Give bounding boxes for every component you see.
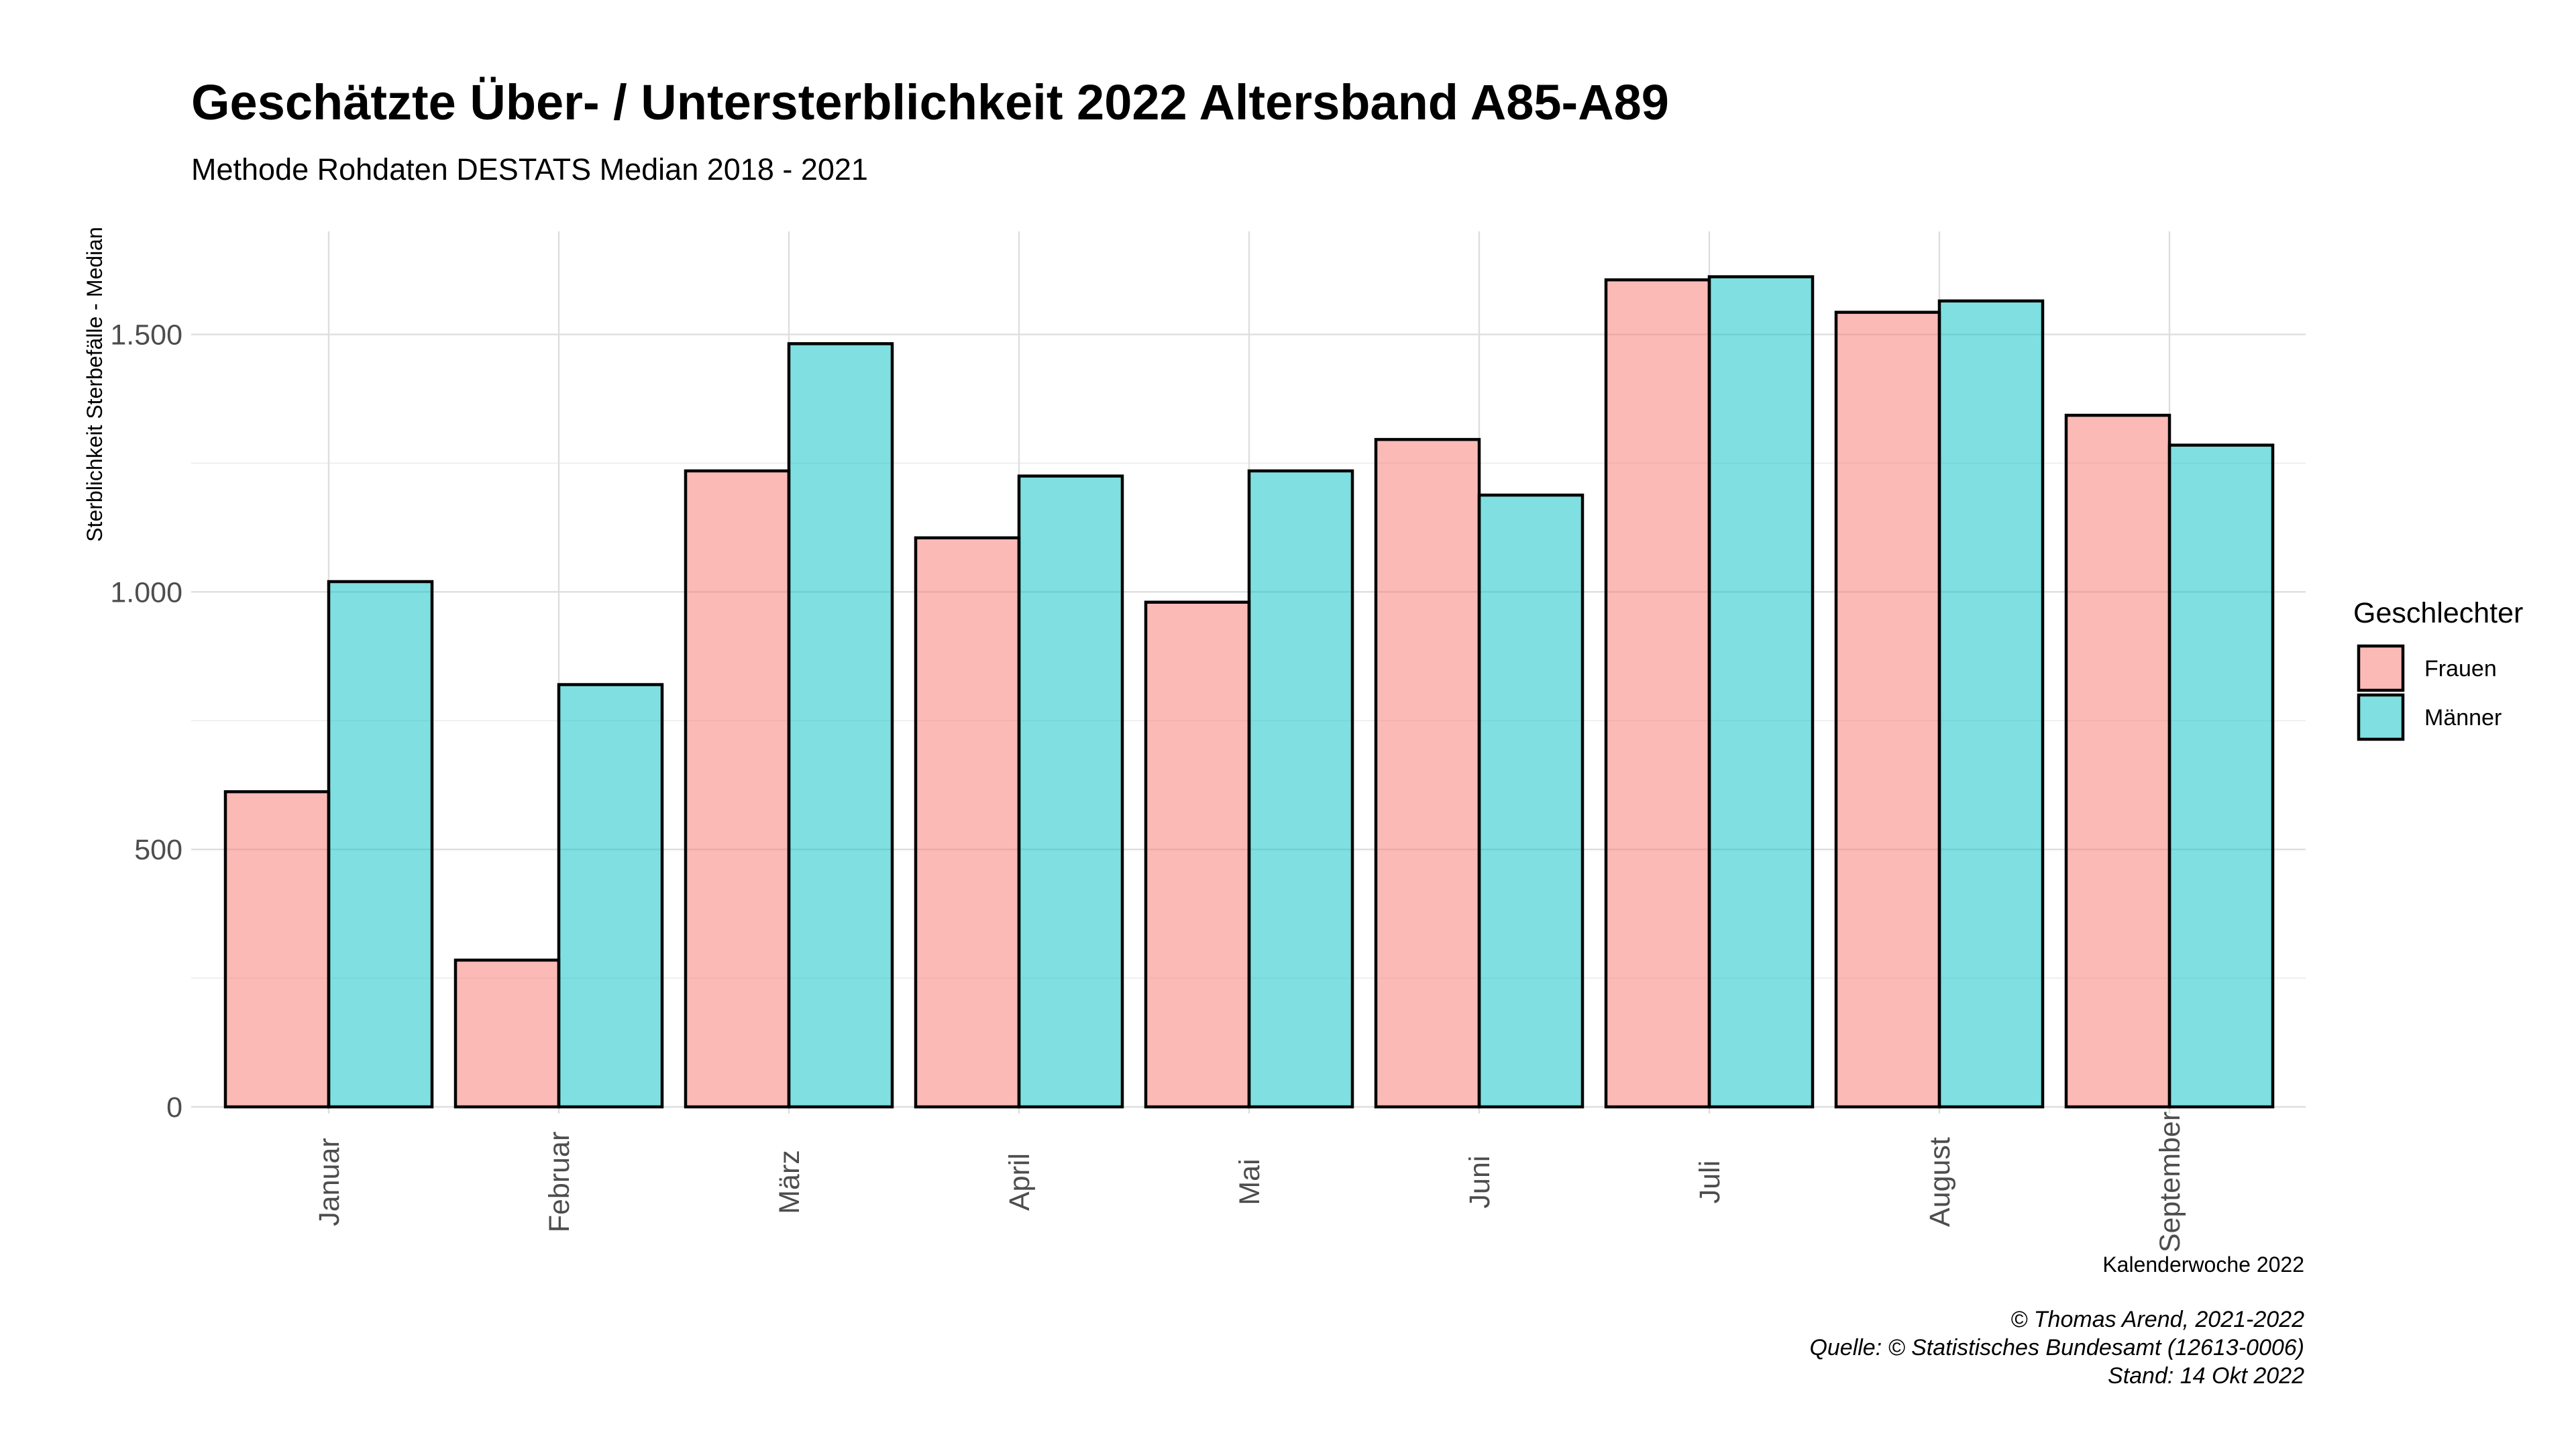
x-axis-title: Kalenderwoche 2022 — [2102, 1252, 2304, 1277]
x-tick-label: Juni — [1464, 1156, 1496, 1209]
bar-frauen-1 — [453, 958, 561, 1109]
bar-m-nner-5 — [1477, 493, 1585, 1109]
legend-label: Männer — [2424, 705, 2502, 731]
x-axis-ticks: Januar Februar März April Mai Juni Juli August S… — [313, 1112, 2186, 1252]
bar-m-nner-2 — [787, 342, 894, 1109]
legend-title: Geschlechter — [2353, 597, 2523, 629]
x-tick-label: August — [1924, 1137, 1956, 1227]
bar-m-nner-4 — [1247, 469, 1354, 1109]
legend-items: Frauen Männer — [2357, 644, 2502, 741]
x-tick-label: Juli — [1694, 1161, 1726, 1204]
caption: © Thomas Arend, 2021-2022 Quelle: © Stati… — [1809, 1307, 2304, 1389]
bars — [223, 275, 2275, 1109]
bar-frauen-0 — [223, 790, 331, 1109]
caption-line: Stand: 14 Okt 2022 — [2108, 1363, 2304, 1389]
y-tick-label: 1.000 — [110, 576, 182, 608]
y-tick-label: 0 — [166, 1091, 182, 1124]
bar-frauen-2 — [684, 469, 791, 1109]
caption-line: Quelle: © Statistisches Bundesamt (12613… — [1809, 1335, 2304, 1360]
bar-m-nner-3 — [1017, 474, 1124, 1109]
legend-label: Frauen — [2424, 656, 2497, 682]
y-axis-ticks: 0 500 1.000 1.500 — [110, 319, 182, 1124]
bar-m-nner-8 — [2167, 443, 2275, 1109]
bar-frauen-7 — [1834, 311, 1941, 1109]
bar-frauen-6 — [1604, 278, 1711, 1109]
bar-frauen-5 — [1374, 437, 1481, 1109]
bar-m-nner-7 — [1937, 299, 2045, 1109]
chart-subtitle: Methode Rohdaten DESTATS Median 2018 - 2… — [191, 152, 868, 186]
y-tick-label: 500 — [134, 834, 182, 866]
chart-title: Geschätzte Über- / Untersterblichkeit 20… — [191, 74, 1669, 130]
bar-frauen-3 — [914, 536, 1021, 1109]
y-axis-title: Sterblichkeit Sterbefälle - Median — [83, 227, 107, 542]
x-tick-label: April — [1004, 1153, 1036, 1211]
y-tick-label: 1.500 — [110, 319, 182, 352]
bar-frauen-4 — [1144, 600, 1251, 1109]
bar-m-nner-0 — [327, 580, 434, 1109]
x-tick-label: Mai — [1234, 1159, 1266, 1205]
x-tick-label: Februar — [543, 1132, 576, 1233]
caption-line: © Thomas Arend, 2021-2022 — [2010, 1307, 2304, 1332]
legend-swatch-frauen — [2357, 644, 2405, 692]
legend-swatch-m-nner — [2357, 693, 2405, 741]
bar-frauen-8 — [2064, 413, 2171, 1109]
x-tick-label: September — [2154, 1112, 2186, 1252]
legend: Geschlechter Frauen Männer — [2353, 597, 2523, 741]
x-tick-label: Januar — [313, 1138, 345, 1226]
bar-m-nner-6 — [1707, 275, 1815, 1109]
bar-m-nner-1 — [557, 683, 664, 1109]
x-tick-label: März — [773, 1150, 806, 1214]
